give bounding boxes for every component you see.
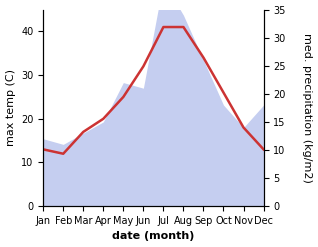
- X-axis label: date (month): date (month): [112, 231, 195, 242]
- Y-axis label: med. precipitation (kg/m2): med. precipitation (kg/m2): [302, 33, 313, 183]
- Y-axis label: max temp (C): max temp (C): [5, 69, 16, 146]
